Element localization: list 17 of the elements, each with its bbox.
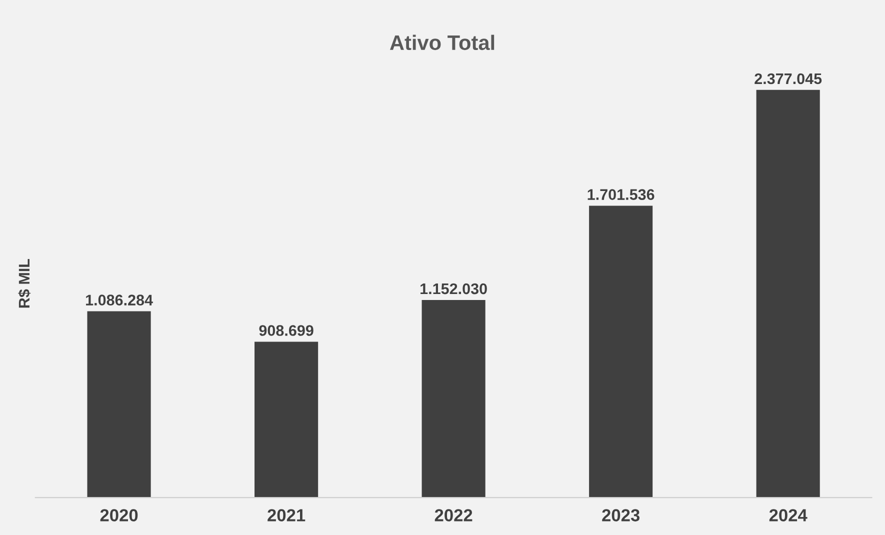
chart-title: Ativo Total	[390, 34, 494, 50]
x-tick-label: 2020	[100, 509, 138, 522]
bar	[254, 342, 318, 498]
x-tick-label: 2022	[434, 509, 472, 522]
bar	[756, 90, 820, 498]
data-label: 908.699	[259, 325, 314, 336]
data-label: 1.701.536	[588, 189, 654, 200]
data-label: 2.377.045	[754, 73, 822, 84]
bar	[589, 206, 653, 498]
data-label: 1.152.030	[420, 283, 487, 294]
x-tick-label: 2021	[268, 509, 306, 522]
bar	[87, 311, 151, 498]
y-axis-title: R$ MIL	[18, 258, 31, 308]
data-label: 1.086.284	[86, 294, 153, 306]
x-tick-label: 2024	[769, 509, 808, 522]
bar	[422, 300, 486, 498]
x-tick-label: 2023	[602, 509, 640, 522]
